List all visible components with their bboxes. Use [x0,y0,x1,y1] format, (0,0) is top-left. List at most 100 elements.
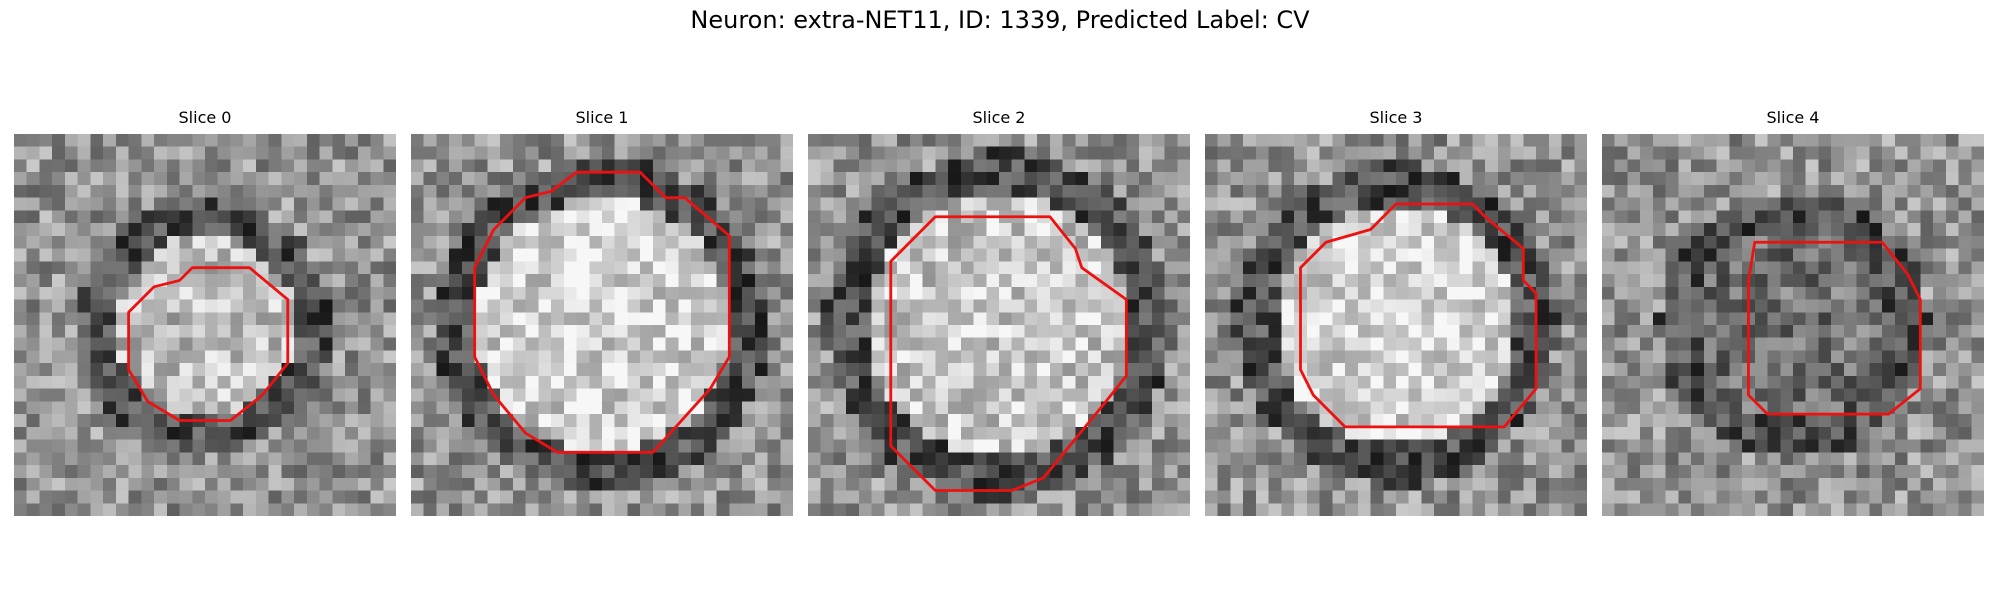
image-pixel [1306,134,1320,147]
image-pixel [973,159,987,173]
image-pixel [1805,452,1819,466]
image-pixel [1742,184,1756,198]
image-pixel [52,426,66,440]
image-pixel [1780,426,1794,440]
image-pixel [192,172,206,186]
image-pixel [423,261,437,275]
image-pixel [1459,134,1473,147]
image-pixel [780,210,793,224]
image-pixel [1230,274,1244,288]
image-pixel [449,159,463,173]
image-pixel [742,350,756,364]
image-pixel [538,363,552,377]
image-pixel [230,350,244,364]
image-pixel [26,261,40,275]
image-pixel [1268,401,1282,415]
image-pixel [1011,299,1025,313]
image-pixel [383,235,396,249]
image-pixel [205,274,218,288]
image-pixel [1383,426,1397,440]
image-pixel [512,184,526,198]
image-pixel [820,172,834,186]
image-pixel [652,350,666,364]
image-pixel [935,375,949,389]
image-pixel [614,197,628,211]
image-pixel [1037,401,1051,415]
image-pixel [461,363,475,377]
image-pixel [767,465,781,479]
image-pixel [217,312,231,326]
image-pixel [306,363,320,377]
image-pixel [1729,426,1743,440]
image-pixel [1497,325,1511,338]
image-pixel [1945,477,1959,491]
image-pixel [1075,439,1089,453]
image-pixel [1357,325,1371,338]
image-pixel [691,172,705,186]
image-pixel [1716,134,1730,147]
image-pixel [411,452,424,466]
image-pixel [449,274,463,288]
image-pixel [1767,286,1781,300]
image-pixel [754,388,768,402]
image-pixel [973,223,987,237]
image-pixel [1640,503,1654,516]
image-pixel [90,439,104,453]
image-pixel [192,401,206,415]
image-pixel [1408,274,1422,288]
image-pixel [754,414,768,428]
image-pixel [1281,414,1295,428]
image-pixel [1703,350,1717,364]
image-pixel [487,452,501,466]
image-pixel [1370,197,1384,211]
image-pixel [1306,490,1320,504]
image-pixel [1869,274,1883,288]
image-pixel [1268,172,1282,186]
image-pixel [1561,235,1575,249]
image-pixel [166,184,180,198]
image-pixel [52,248,66,262]
image-pixel [154,184,168,198]
image-pixel [1306,401,1320,415]
image-pixel [1920,439,1934,453]
image-pixel [563,401,577,415]
image-pixel [474,274,488,288]
image-pixel [1767,490,1781,504]
image-pixel [1345,261,1359,275]
image-pixel [871,490,885,504]
image-pixel [436,465,450,479]
image-pixel [1294,439,1308,453]
image-pixel [1548,184,1562,198]
image-pixel [627,414,641,428]
image-pixel [729,286,743,300]
image-pixel [602,477,615,491]
image-pixel [808,375,821,389]
image-pixel [1485,465,1499,479]
image-pixel [449,312,463,326]
image-pixel [1230,146,1244,160]
image-pixel [500,452,514,466]
image-pixel [500,134,514,147]
image-pixel [716,375,730,389]
image-pixel [512,401,526,415]
image-pixel [1255,261,1269,275]
image-pixel [1703,274,1717,288]
image-pixel [871,146,885,160]
image-pixel [909,350,923,364]
image-pixel [1243,325,1257,338]
image-pixel [383,172,396,186]
image-pixel [1574,223,1587,237]
image-pixel [345,452,359,466]
image-pixel [729,325,743,338]
image-pixel [1703,223,1717,237]
image-pixel [306,350,320,364]
image-pixel [820,184,834,198]
image-pixel [243,134,257,147]
image-pixel [691,375,705,389]
image-pixel [1767,299,1781,313]
image-pixel [1510,426,1524,440]
image-pixel [1062,350,1076,364]
image-pixel [512,286,526,300]
image-pixel [780,286,793,300]
image-pixel [1869,184,1883,198]
